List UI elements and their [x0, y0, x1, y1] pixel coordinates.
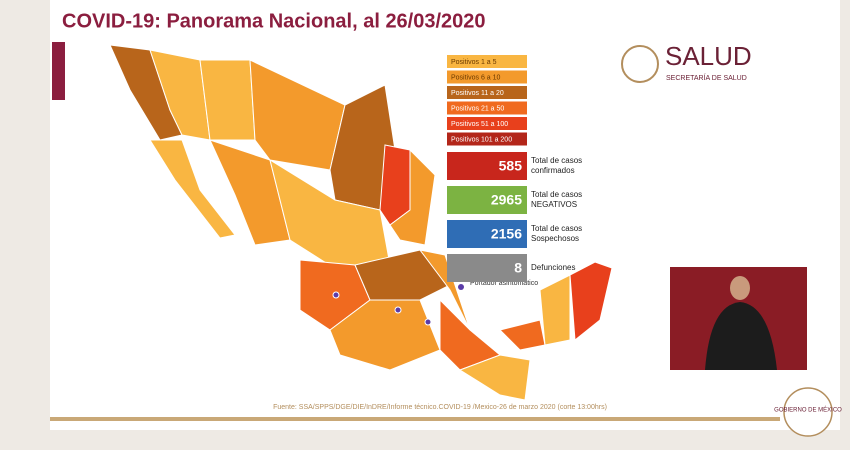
- accent-bar: [52, 42, 65, 100]
- legend-label: Positivos 11 a 20: [451, 90, 504, 97]
- stat-value: 8: [514, 260, 522, 276]
- region: [354, 249, 451, 301]
- stat-box: [447, 152, 527, 180]
- region: [149, 139, 236, 239]
- region: [418, 249, 471, 331]
- stat-box: [447, 220, 527, 248]
- region: [199, 59, 256, 141]
- stat-box: [447, 186, 527, 214]
- footer-line: [50, 417, 780, 421]
- map: [109, 44, 613, 401]
- person-head: [730, 276, 750, 300]
- legend-swatch: [447, 132, 527, 146]
- legend-label: Positivos 1 a 5: [451, 59, 497, 66]
- legend-swatch: [447, 101, 527, 115]
- region: [149, 49, 211, 141]
- asymptomatic-dot: [332, 291, 340, 299]
- person-body: [705, 302, 777, 370]
- region: [209, 139, 291, 246]
- legend-swatch: [447, 55, 527, 68]
- gov-name: GOBIERNO DE MÉXICO: [774, 407, 842, 414]
- title: COVID-19: Panorama Nacional, al 26/03/20…: [62, 10, 486, 32]
- legend-swatch: [447, 86, 527, 99]
- legend-swatch: [447, 70, 527, 84]
- legend-label: Positivos 51 a 100: [451, 121, 508, 128]
- region: [389, 148, 436, 246]
- stats: 585 Total de casos confirmados 2965 Total de…: [447, 152, 582, 282]
- legend: Positivos 1 a 5 Positivos 6 a 10 Positivos…: [447, 55, 527, 146]
- stat-label: Total de casos Sospechosos: [531, 224, 582, 243]
- region: [569, 261, 613, 341]
- legend-label: Positivos 6 a 10: [451, 74, 501, 81]
- legend-label: Positivos 101 a 200: [451, 136, 512, 143]
- stat-value: 2965: [491, 192, 522, 208]
- asymptomatic-dot: [424, 318, 432, 326]
- note-dot: [458, 284, 464, 290]
- brand-subtitle: SECRETARÍA DE SALUD: [666, 73, 747, 82]
- region: [539, 274, 571, 346]
- stat-box: [447, 254, 527, 282]
- gov-logo: [783, 387, 833, 437]
- region: [249, 59, 346, 171]
- stat-label: Defunciones: [531, 263, 575, 272]
- footer-source: Fuente: SSA/SPPS/DGE/DIE/InDRE/Informe t…: [273, 404, 607, 411]
- legend-swatch: [447, 117, 527, 130]
- seal: [621, 45, 659, 83]
- map-note: Portador asintomático: [470, 280, 538, 287]
- stat-label: Total de casos confirmados: [531, 156, 582, 175]
- region: [458, 354, 531, 401]
- stat-value: 585: [499, 158, 523, 174]
- asymptomatic-dot: [394, 306, 402, 314]
- legend-label: Positivos 21 a 50: [451, 105, 504, 112]
- stat-label: Total de casos NEGATIVOS: [531, 190, 582, 209]
- brand-name: SALUD: [665, 41, 752, 71]
- stat-value: 2156: [491, 226, 522, 242]
